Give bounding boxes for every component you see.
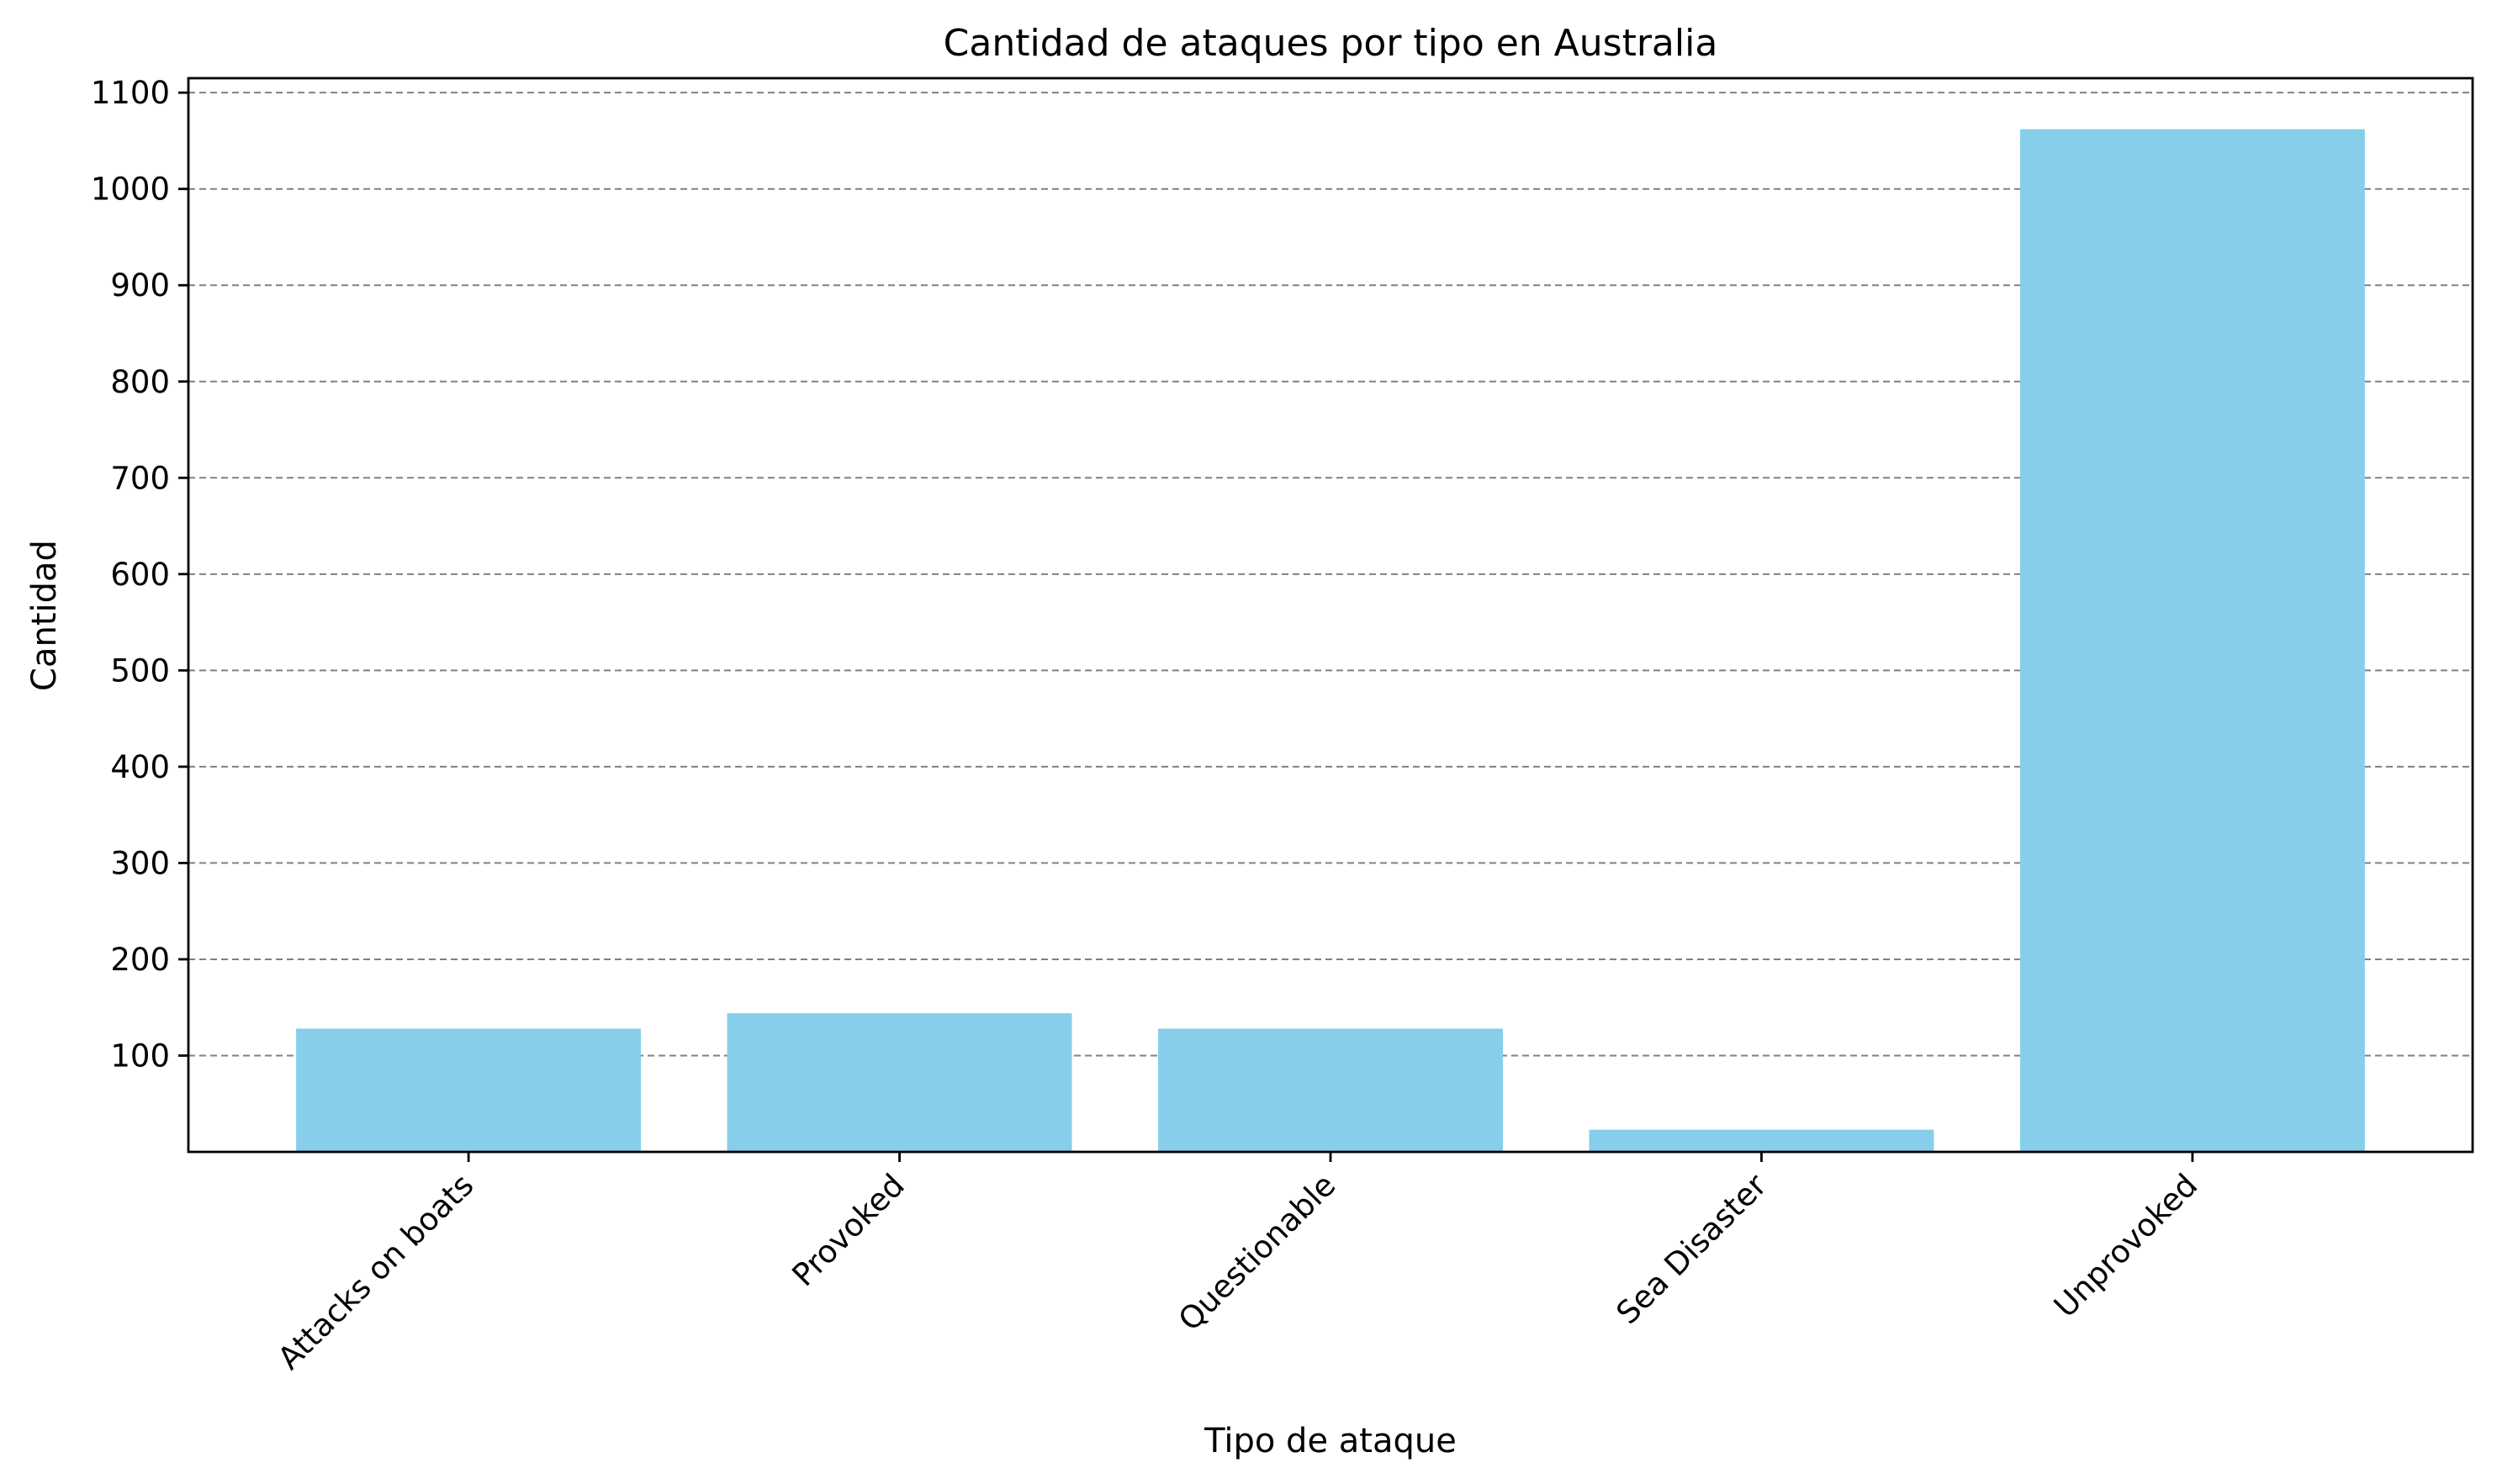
y-tick-label: 800 — [110, 364, 170, 400]
y-tick-label: 300 — [110, 845, 170, 881]
x-tick-label: Unprovoked — [2047, 1167, 2204, 1324]
bar-series — [296, 129, 2365, 1153]
bar-provoked — [727, 1013, 1072, 1152]
bar-questionable — [1158, 1028, 1503, 1152]
y-tick-label: 100 — [110, 1038, 170, 1074]
y-tick-label: 1000 — [91, 172, 170, 208]
chart-title: Cantidad de ataques por tipo en Australi… — [944, 22, 1718, 65]
y-axis-ticks: 100 200 300 400 500 600 700 800 900 1000 1100 — [91, 75, 188, 1074]
x-tick-label: Sea Disaster — [1610, 1166, 1775, 1331]
y-tick-label: 900 — [110, 267, 170, 304]
bar-unprovoked — [2019, 129, 2365, 1153]
y-tick-label: 400 — [110, 749, 170, 785]
y-tick-label: 500 — [110, 652, 170, 689]
x-axis-label: Tipo de ataque — [1204, 1422, 1457, 1460]
x-tick-label: Questionable — [1172, 1167, 1342, 1338]
x-axis-ticks: Attacks on boats Provoked Questionable Sea … — [271, 1152, 2204, 1376]
y-tick-label: 200 — [110, 942, 170, 978]
y-tick-label: 600 — [110, 557, 170, 593]
x-tick-label: Provoked — [786, 1167, 912, 1293]
y-axis-label: Cantidad — [25, 540, 64, 691]
y-tick-label: 1100 — [91, 75, 170, 111]
bar-attacks-on-boats — [296, 1028, 642, 1152]
bar-sea-disaster — [1589, 1129, 1934, 1152]
y-tick-label: 700 — [110, 460, 170, 496]
x-tick-label: Attacks on boats — [271, 1167, 480, 1376]
